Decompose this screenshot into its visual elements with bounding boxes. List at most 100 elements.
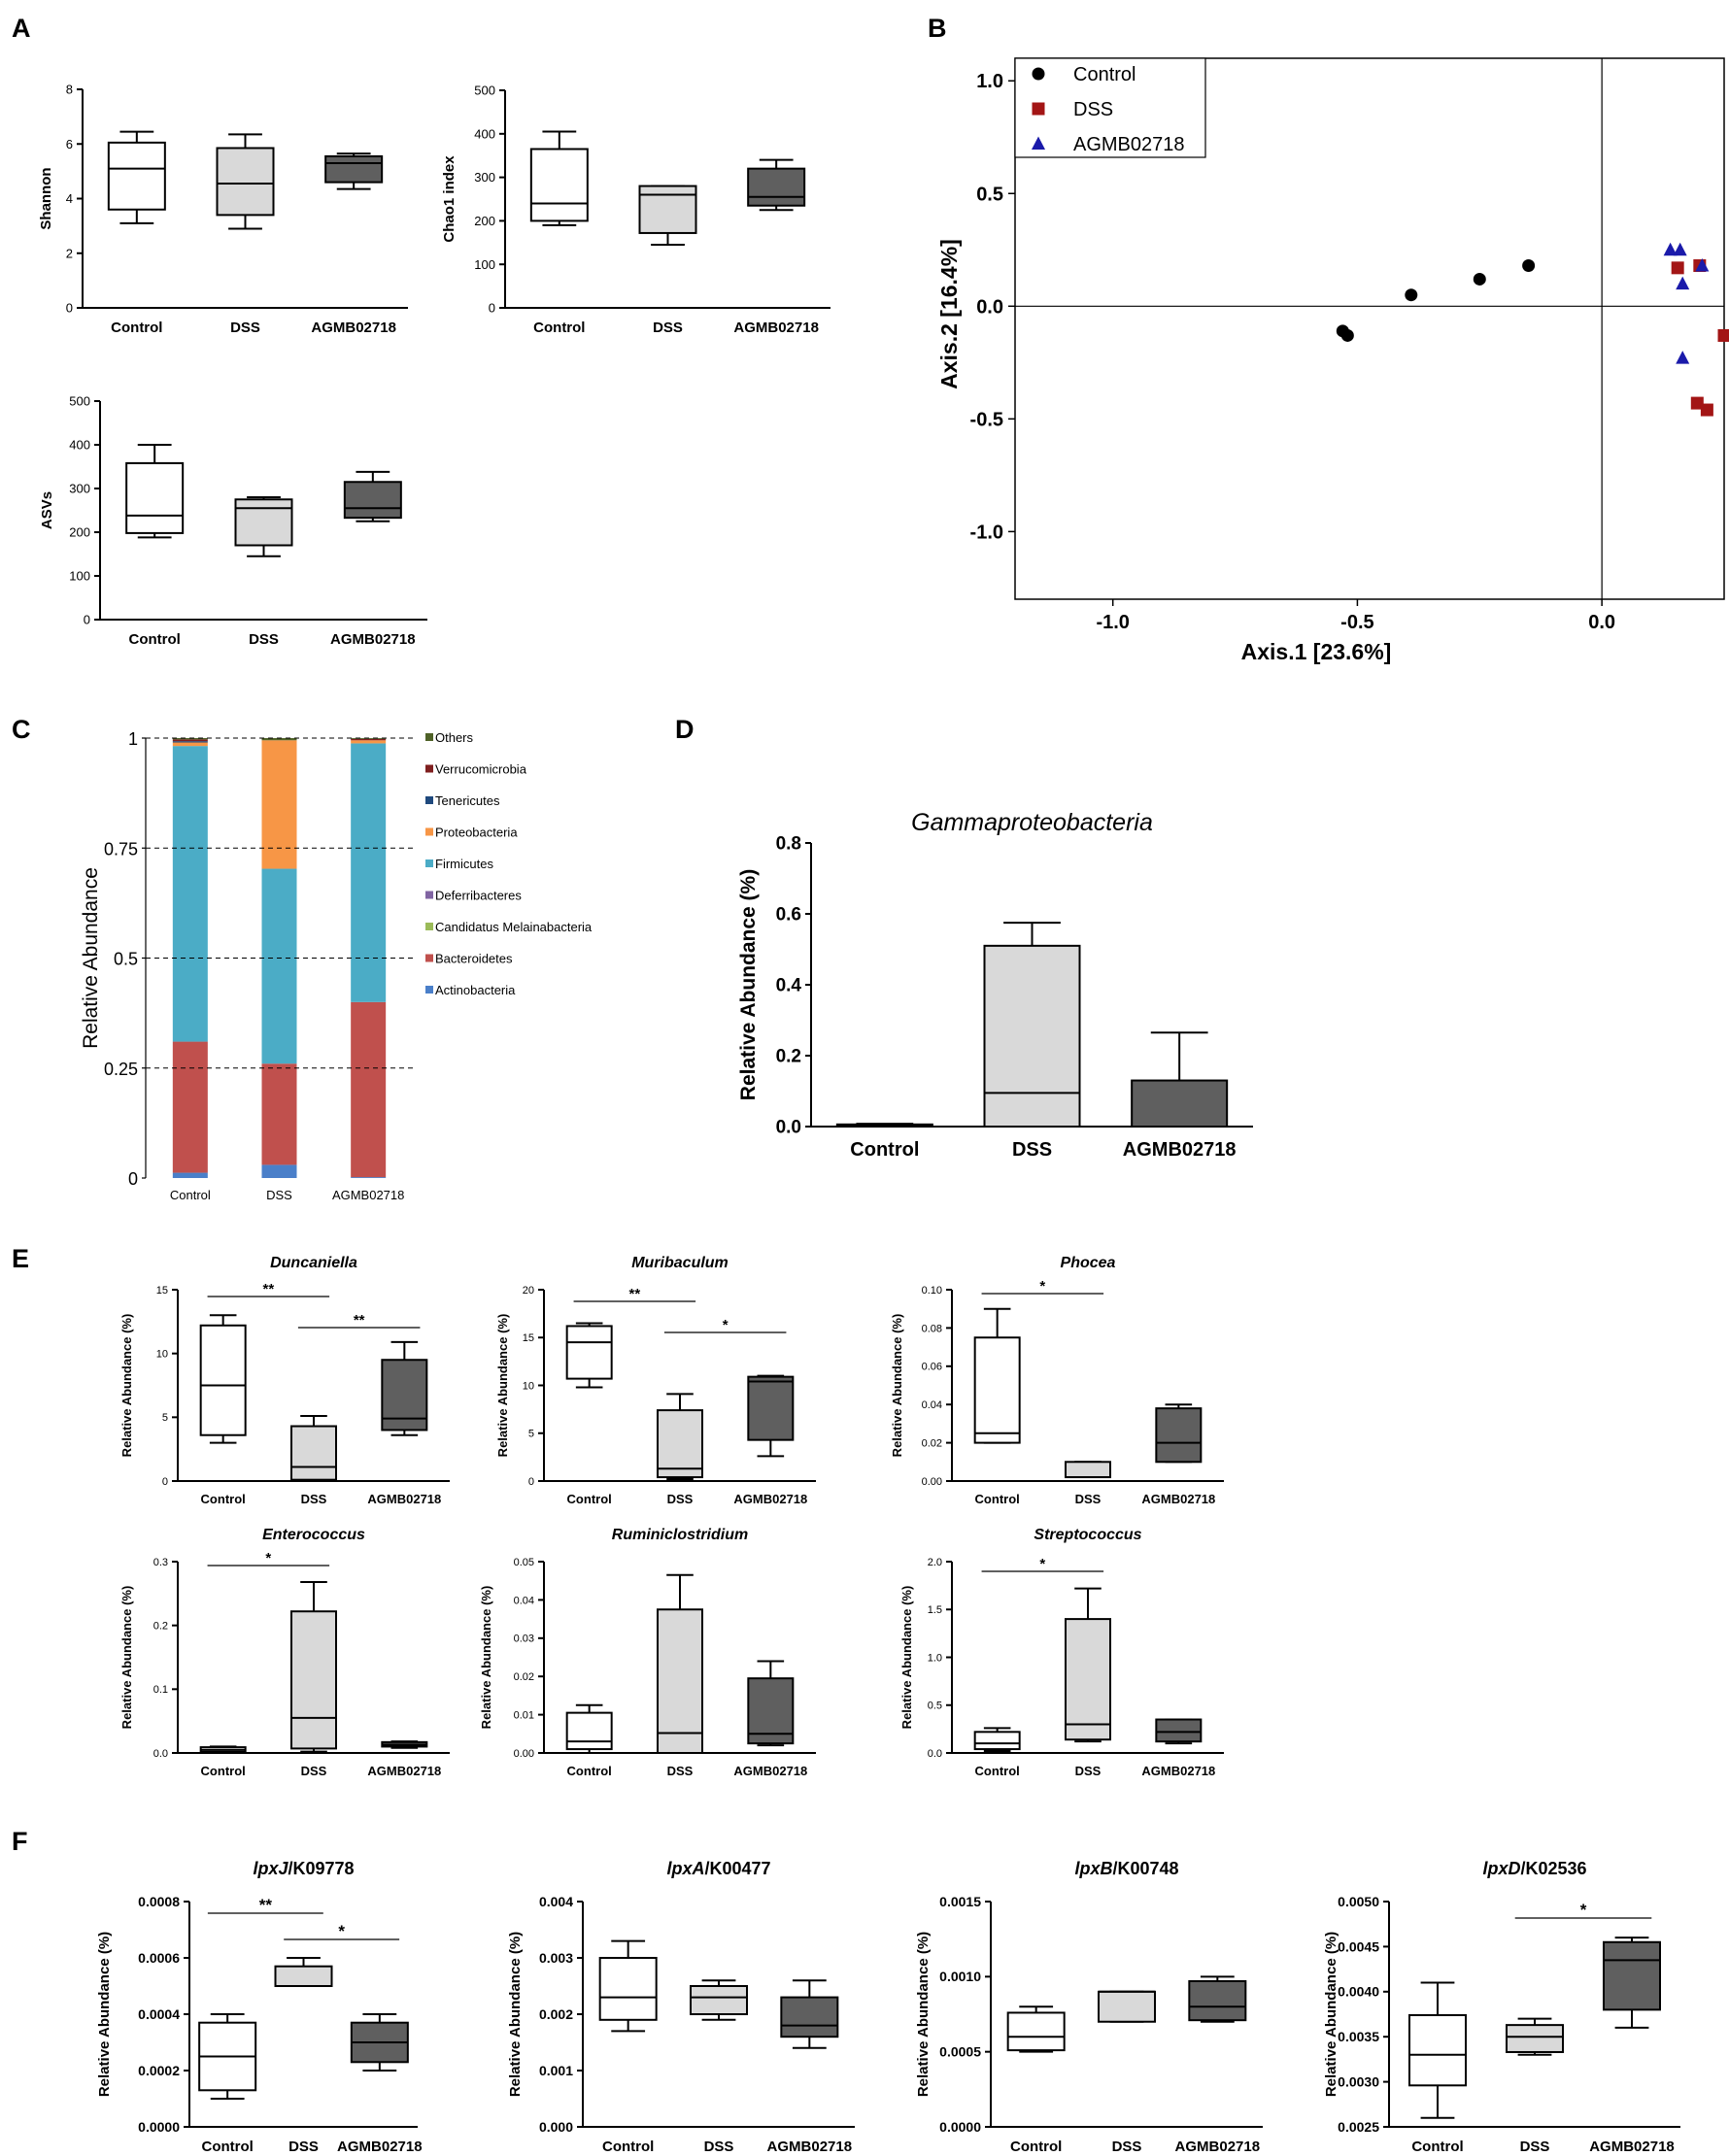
box-dss (1065, 1461, 1111, 1479)
box-control (199, 1745, 247, 1754)
point-agmb02718 (1663, 242, 1678, 256)
chart-e6: 0.0 0.5 1.0 1.5 2.0 Control DSS AGMB02718 * Relat… (899, 1527, 1224, 1778)
box-iqr (565, 1711, 613, 1751)
legend: Control DSS AGMB02718 (1014, 57, 1206, 158)
legend-label: Proteobacteria (435, 825, 518, 840)
point-agmb02718 (1676, 276, 1690, 290)
point-dss (1690, 396, 1704, 410)
legend: Others Verrucomicrobia Tenericutes Proteoba… (425, 730, 593, 997)
segment-tenericutes (172, 741, 208, 743)
point-agmb02718 (1673, 242, 1687, 256)
box-control (1006, 2005, 1066, 2053)
legend-swatch (425, 764, 433, 773)
legend-label: Firmicutes (435, 857, 493, 871)
panel-letter-a: A (12, 14, 31, 43)
chart-title: Gammaproteobacteria (911, 809, 1153, 836)
box-iqr (780, 1996, 839, 2038)
segment-proteobacteria (261, 740, 297, 869)
box-iqr (747, 1677, 795, 1745)
y-tick-label: -1.0 (970, 522, 1003, 543)
segment-actinobacteria (351, 1177, 387, 1178)
box-agmb02718 (747, 158, 806, 212)
y-tick-label: 1 (128, 729, 138, 749)
significance-label: ** (354, 1312, 365, 1329)
box-dss (657, 1573, 703, 1754)
x-tick-label: Control (129, 631, 181, 648)
stacked-bar-agmb02718 (351, 738, 387, 1178)
y-tick-label: 0.0050 (1338, 1894, 1379, 1909)
box-agmb02718 (324, 152, 384, 190)
y-tick-label: 300 (474, 170, 495, 185)
box-iqr (657, 1409, 703, 1479)
legend-label: AGMB02718 (1073, 134, 1185, 155)
box-iqr (1188, 1979, 1247, 2022)
chart-f3: 0.0000 0.0005 0.0010 0.0015 Control DSS AGMB02… (915, 1859, 1263, 2155)
y-tick-label: 0.0 (976, 296, 1003, 318)
box-iqr (1065, 1618, 1111, 1741)
chart-title: Phocea (1061, 1255, 1116, 1271)
point-control (1340, 328, 1354, 342)
y-tick-label: 400 (69, 438, 90, 453)
box-control (125, 444, 185, 539)
box-control (199, 1314, 247, 1444)
x-tick-label: DSS (301, 1764, 327, 1778)
legend-swatch (425, 733, 433, 741)
y-tick-label: 0.0 (776, 1118, 801, 1138)
box-iqr (290, 1610, 337, 1750)
chart-title-gene: lpxJ (253, 1859, 288, 1878)
y-axis-label: Relative Abundance (%) (915, 1932, 932, 2097)
box-dss (638, 185, 697, 247)
box-agmb02718 (1188, 1975, 1247, 2023)
y-tick-label: 0.5 (928, 1701, 942, 1712)
y-tick-label: 10 (523, 1380, 534, 1392)
y-tick-label: 15 (156, 1285, 168, 1297)
y-axis-label: Relative Abundance (%) (479, 1586, 493, 1730)
y-tick-label: 200 (474, 214, 495, 228)
box-iqr (983, 944, 1081, 1128)
box-dss (1065, 1587, 1111, 1743)
series-control (1336, 259, 1536, 342)
box-iqr (107, 141, 166, 211)
x-tick-label: AGMB02718 (332, 1188, 404, 1202)
box-iqr (343, 481, 402, 520)
y-tick-label: 0 (489, 301, 495, 316)
y-tick-label: 6 (66, 137, 73, 152)
y-axis-label: Relative Abundance (%) (119, 1586, 134, 1730)
y-tick-label: 0.05 (514, 1557, 534, 1568)
legend-label: Actinobacteria (435, 983, 516, 997)
y-tick-label: -0.5 (970, 409, 1003, 430)
point-dss (1717, 328, 1729, 342)
y-tick-label: 0.08 (922, 1323, 942, 1334)
panel-letter-c: C (12, 715, 31, 744)
y-tick-label: 100 (474, 257, 495, 272)
segment-firmicutes (172, 746, 208, 1042)
legend-marker-control (1032, 67, 1045, 81)
stacked-bar-control (172, 738, 208, 1178)
x-tick-label: DSS (230, 320, 260, 336)
box-iqr (216, 147, 275, 217)
chart-e1: 0 5 10 15 Control DSS AGMB02718 ** ** Relative Ab… (119, 1255, 450, 1506)
y-tick-label: 0.004 (539, 1894, 573, 1909)
plot-frame (1014, 57, 1725, 600)
y-tick-label: 0.0015 (939, 1894, 981, 1909)
y-tick-label: 0.0005 (939, 2044, 981, 2060)
x-tick-label: Control (850, 1139, 919, 1161)
box-control (565, 1703, 613, 1754)
y-tick-label: 0.0030 (1338, 2074, 1379, 2090)
legend-label: Control (1073, 64, 1136, 85)
x-tick-label: Control (975, 1492, 1020, 1506)
y-tick-label: 500 (474, 84, 495, 98)
x-tick-label: -1.0 (1096, 612, 1129, 633)
legend-label: Verrucomicrobia (435, 762, 527, 777)
y-tick-label: 0.2 (776, 1047, 801, 1067)
box-agmb02718 (747, 1374, 795, 1458)
y-tick-label: 0.0040 (1338, 1984, 1379, 2000)
x-tick-label: AGMB02718 (733, 1492, 807, 1506)
x-tick-label: Control (975, 1764, 1020, 1778)
chart-f1: 0.0000 0.0002 0.0004 0.0006 0.0008 Control DSS… (96, 1859, 423, 2155)
y-tick-label: 0.0002 (138, 2063, 180, 2078)
y-axis-label: Relative Abundance (%) (737, 869, 760, 1100)
legend-marker-dss (1032, 102, 1045, 116)
